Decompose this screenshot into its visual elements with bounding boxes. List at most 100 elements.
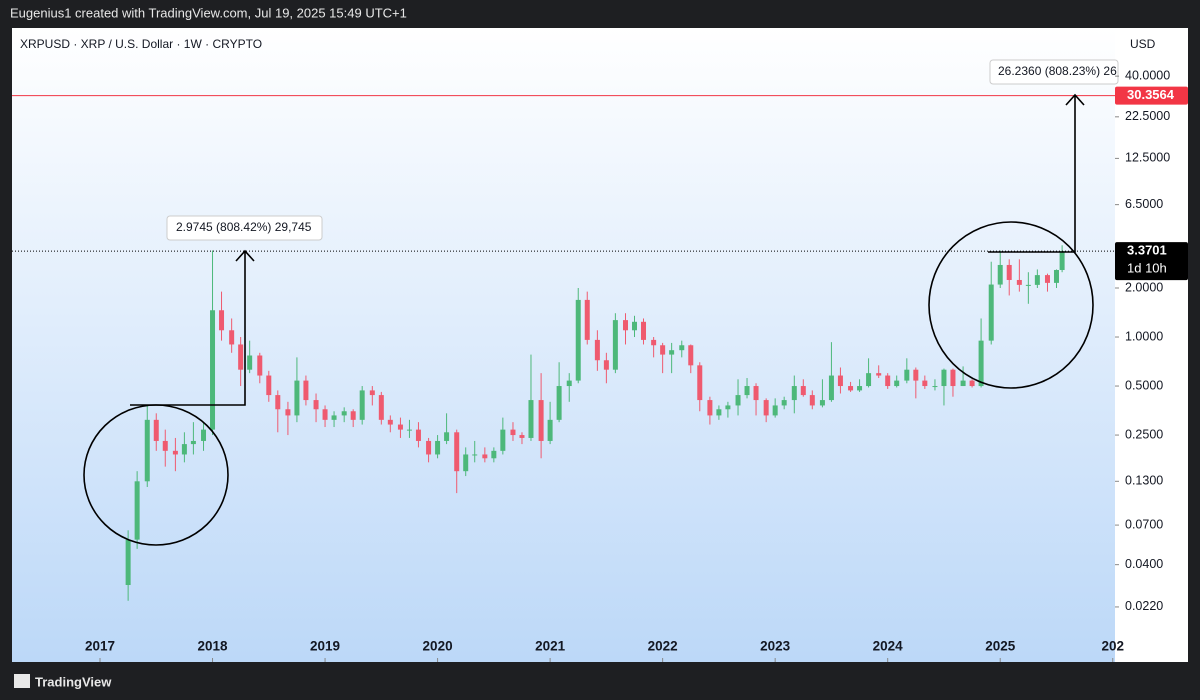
candle-body (848, 386, 854, 391)
candle-body (369, 390, 375, 396)
candle-body (612, 320, 618, 370)
x-tick-label: 2025 (985, 639, 1016, 654)
y-tick-label: 0.0220 (1125, 599, 1163, 613)
candle-body (725, 405, 731, 410)
candle-body (1044, 275, 1050, 283)
y-tick-label: 0.2500 (1125, 427, 1163, 441)
candle-body (341, 411, 347, 416)
candle-body (406, 429, 412, 431)
candle-body (181, 444, 187, 455)
plot-background (12, 28, 1115, 662)
candle-body (397, 424, 403, 430)
measure-arrow (130, 249, 255, 406)
annotation: 26.2360 (808.23%) 26 (998, 64, 1117, 78)
header-text: Eugenius1 created with TradingView.com, … (10, 5, 407, 20)
candle-body (556, 386, 562, 420)
plot (12, 95, 1115, 601)
candle-body (500, 429, 506, 451)
candle-body (528, 400, 534, 438)
y-tick-label: 12.5000 (1125, 151, 1170, 165)
candle-body (482, 454, 488, 459)
symbol-title: XRPUSD · XRP / U.S. Dollar · 1W · CRYPTO (20, 37, 262, 51)
annotation-box (989, 59, 1119, 85)
candle-body (603, 360, 609, 370)
x-tick-label: 2022 (648, 639, 678, 654)
price-label: 30.3564 (1127, 87, 1175, 102)
candle-body (1053, 269, 1059, 283)
candle-body (707, 400, 713, 416)
y-tick-label: 0.1300 (1125, 474, 1163, 488)
candle-body (285, 409, 291, 416)
candle-body (538, 400, 544, 441)
candle-body (566, 380, 572, 387)
candle-body (950, 369, 956, 387)
candle-body (679, 345, 685, 351)
y-tick-label: 1.0000 (1125, 329, 1163, 343)
candle-body (857, 386, 863, 391)
candle-body (547, 419, 553, 441)
candle-body (313, 400, 319, 410)
candle-body (819, 400, 825, 406)
candle-body (922, 380, 928, 387)
candle-body (153, 419, 159, 441)
x-tick-label: 2023 (760, 639, 791, 654)
candle-body (415, 429, 421, 441)
candle-body (791, 386, 797, 401)
candle-body (275, 395, 281, 410)
candle-body (904, 369, 910, 381)
price-label-bg (1115, 242, 1188, 281)
candle-body (519, 435, 525, 438)
x-tick-label: 2018 (198, 639, 229, 654)
candle-body (969, 380, 975, 387)
circle (928, 221, 1094, 389)
candle-body (238, 344, 244, 370)
candle-body (1025, 284, 1031, 286)
y-tick-label: 40.0000 (1125, 68, 1170, 82)
price-label: 3.3701 (1127, 243, 1167, 258)
y-tick-label: 0.0700 (1125, 517, 1163, 531)
candle-body (257, 355, 263, 376)
candle-body (632, 321, 638, 331)
candle-body (210, 310, 216, 430)
candle-body (350, 411, 356, 420)
footer-brand: TradingView (35, 674, 112, 689)
price-label-bg (1115, 86, 1188, 105)
candle-body (1006, 264, 1012, 280)
candle-body (584, 299, 590, 340)
candle-body (641, 321, 647, 340)
candle-body (651, 339, 657, 346)
candle-body (134, 481, 140, 540)
y-tick-label: 0.5000 (1125, 378, 1163, 392)
candle-body (594, 339, 600, 361)
candle-body (866, 373, 872, 387)
candle-body (378, 395, 384, 420)
unit-label: USD (1130, 37, 1156, 51)
y-tick-label: 0.0400 (1125, 557, 1163, 571)
y-tick-label: 6.5000 (1125, 197, 1163, 211)
candle-body (876, 373, 882, 376)
x-tick-label: 2021 (535, 639, 566, 654)
candle-body (941, 369, 947, 387)
candle-body (491, 450, 497, 459)
candle-body (435, 440, 441, 455)
logo-icon (14, 674, 30, 688)
candle-body (960, 380, 966, 387)
candle-body (294, 380, 300, 416)
candle-body (623, 320, 629, 331)
candle-body (454, 432, 460, 472)
candle-body (331, 415, 337, 420)
y-tick-label: 2.0000 (1125, 280, 1163, 294)
y-tick-label: 22.5000 (1125, 109, 1170, 123)
candle-body (744, 386, 750, 396)
candle-body (322, 409, 328, 420)
candle-body (932, 386, 938, 388)
annotation: 2.9745 (808.42%) 29,745 (176, 220, 312, 234)
candle-body (800, 386, 806, 396)
candle-body (463, 454, 469, 472)
candle-body (162, 440, 168, 451)
candle-body (809, 395, 815, 406)
candle-body (894, 380, 900, 387)
candle-body (828, 375, 834, 401)
candle-body (1034, 275, 1040, 285)
countdown: 1d 10h (1127, 261, 1167, 276)
